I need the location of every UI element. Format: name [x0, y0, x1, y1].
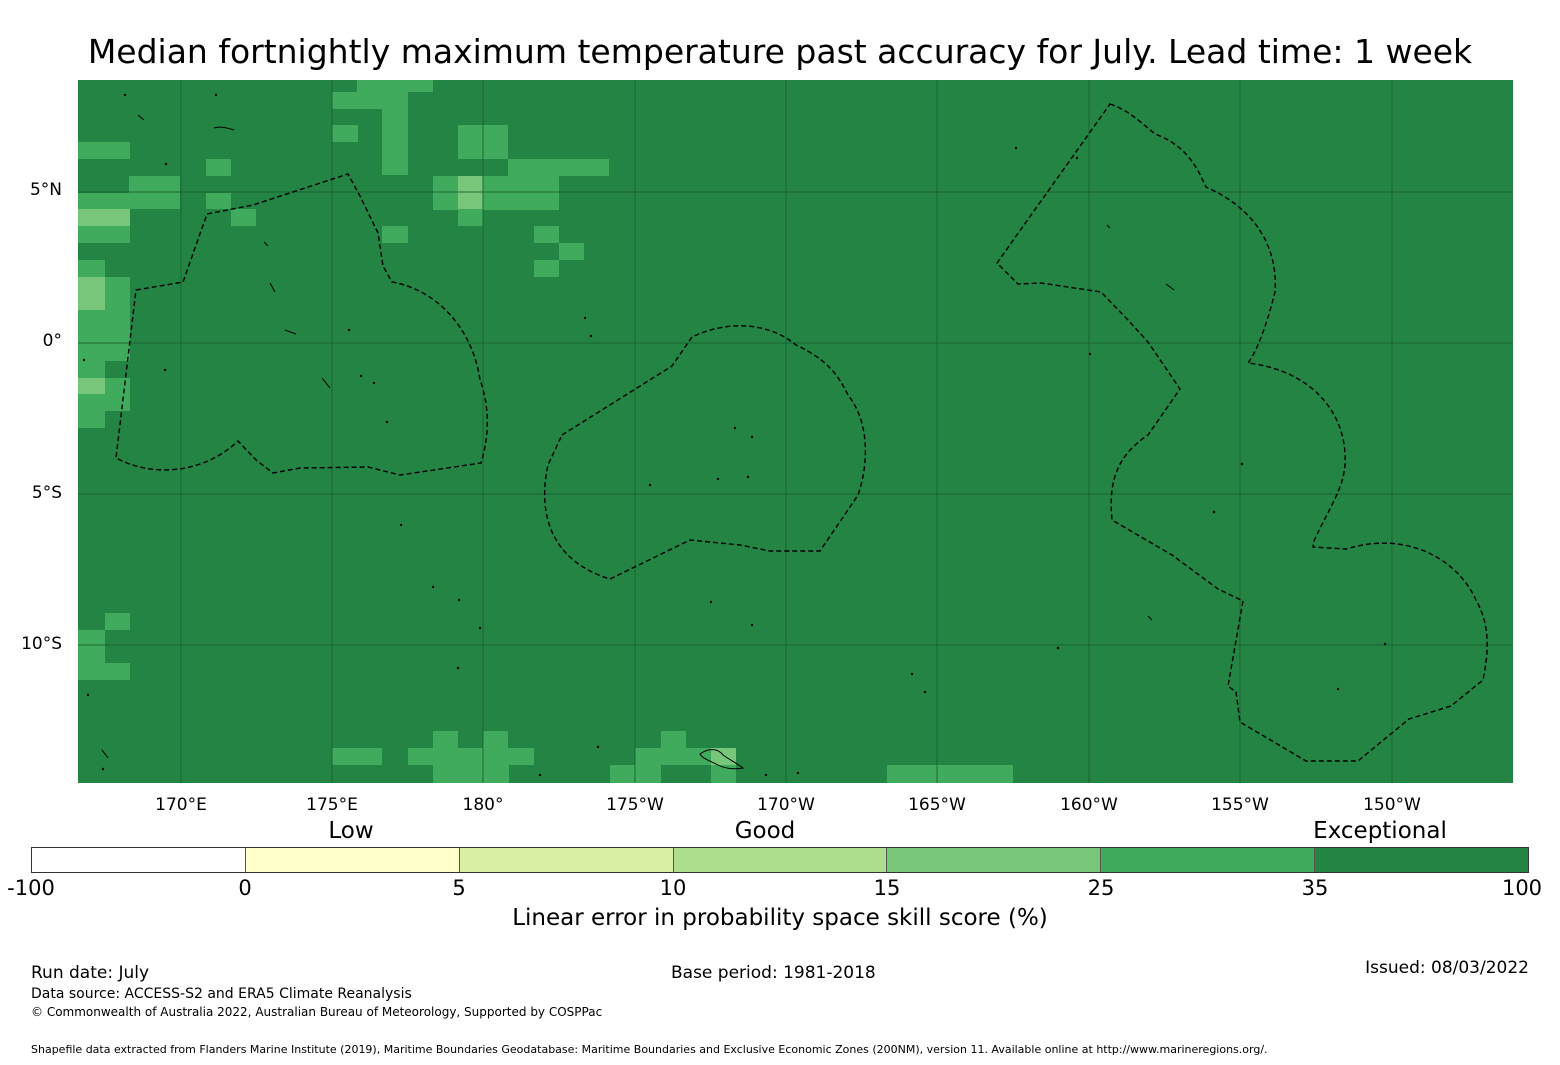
- category-low: Low: [328, 818, 374, 844]
- lon-label-175e: 175°E: [306, 795, 358, 815]
- colorbar-segment: [673, 848, 888, 872]
- run-date: Run date: July: [31, 963, 150, 983]
- lon-label-165w: 165°W: [908, 795, 966, 815]
- island-outlines: [101, 114, 1175, 770]
- colorbar: [31, 847, 1529, 873]
- lat-label-10s: 10°S: [21, 634, 62, 654]
- issued-date: Issued: 08/03/2022: [1365, 958, 1529, 978]
- skill-cells-35-100: [78, 80, 1013, 783]
- colorbar-tick: 0: [238, 876, 252, 900]
- colorbar-label: Linear error in probability space skill …: [512, 905, 1048, 931]
- lon-label-180: 180°: [462, 795, 504, 815]
- colorbar-tick: 100: [1501, 876, 1543, 900]
- lat-label-0: 0°: [42, 331, 62, 351]
- gridlines: [78, 80, 1513, 783]
- category-good: Good: [734, 818, 796, 844]
- lon-label-175w: 175°W: [606, 795, 664, 815]
- colorbar-segment: [245, 848, 460, 872]
- colorbar-tick: 10: [659, 876, 687, 900]
- kiribati-phoenix-eez-boundary: [543, 325, 867, 580]
- skill-score-map: [78, 80, 1513, 783]
- eez-boundaries: [115, 103, 1488, 762]
- copyright: © Commonwealth of Australia 2022, Austra…: [31, 1005, 603, 1019]
- data-source: Data source: ACCESS-S2 and ERA5 Climate …: [31, 986, 412, 1002]
- lon-label-170e: 170°E: [155, 795, 207, 815]
- colorbar-segment: [1101, 848, 1316, 872]
- lon-label-160w: 160°W: [1060, 795, 1118, 815]
- colorbar-tick: -100: [7, 876, 55, 900]
- samoa-island-outline: [699, 749, 745, 770]
- lat-label-5s: 5°S: [31, 483, 62, 503]
- kiribati-line-islands-eez-boundary: [996, 103, 1488, 762]
- lon-label-155w: 155°W: [1211, 795, 1269, 815]
- category-exceptional: Exceptional: [1313, 818, 1447, 844]
- colorbar-tick: 35: [1301, 876, 1329, 900]
- lon-label-170w: 170°W: [757, 795, 815, 815]
- colorbar-segment: [887, 848, 1102, 872]
- lat-label-5n: 5°N: [29, 180, 62, 200]
- colorbar-segment: [459, 848, 674, 872]
- small-island-markers: [82, 93, 1387, 777]
- colorbar-tick: 5: [452, 876, 466, 900]
- map-title: Median fortnightly maximum temperature p…: [87, 32, 1473, 71]
- kiribati-gilbert-eez-boundary: [115, 173, 488, 476]
- base-period: Base period: 1981-2018: [671, 963, 876, 983]
- colorbar-tick: 15: [873, 876, 901, 900]
- colorbar-segment: [32, 848, 246, 872]
- shapefile-credit: Shapefile data extracted from Flanders M…: [31, 1043, 1268, 1056]
- colorbar-tick: 25: [1087, 876, 1115, 900]
- skill-cells-15-25: [78, 176, 736, 765]
- map-background: [78, 80, 1513, 783]
- colorbar-segment: [1315, 848, 1529, 872]
- lon-label-150w: 150°W: [1363, 795, 1421, 815]
